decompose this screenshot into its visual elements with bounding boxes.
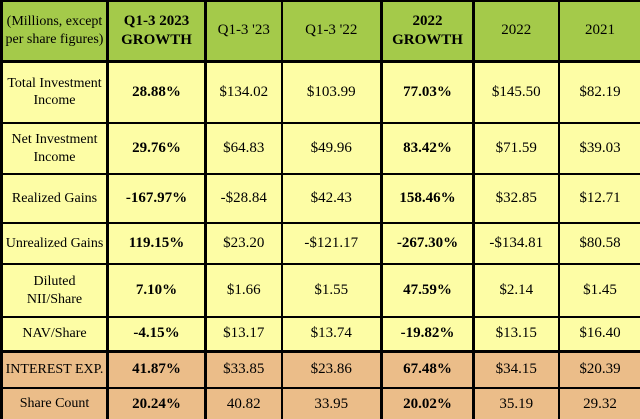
- value-cell: $34.15: [472, 349, 560, 389]
- table-row: Net Investment Income 29.76% $64.83 $49.96 8…: [0, 122, 640, 175]
- value-cell: $71.59: [472, 122, 560, 175]
- value-cell: -167.97%: [106, 173, 207, 224]
- table-body: Total Investment Income 28.88% $134.02 $103…: [0, 60, 640, 419]
- value-cell: -267.30%: [380, 222, 475, 265]
- column-header: 2021: [557, 0, 640, 63]
- value-cell: $1.66: [204, 263, 283, 318]
- table-row: NAV/Share -4.15% $13.17 $13.74 -19.82% $13.15…: [0, 316, 640, 352]
- value-cell: 83.42%: [380, 122, 475, 175]
- value-cell: $145.50: [472, 60, 560, 124]
- row-label: INTEREST EXP.: [0, 349, 109, 389]
- table-header: (Millions, except per share figures) Q1-…: [0, 0, 640, 63]
- row-label: Net Investment Income: [0, 122, 109, 175]
- column-header: Q1-3 2023 GROWTH: [106, 0, 207, 63]
- value-cell: 77.03%: [380, 60, 475, 124]
- table-row: Realized Gains -167.97% -$28.84 $42.43 158.4…: [0, 173, 640, 224]
- table-row: Diluted NII/Share 7.10% $1.66 $1.55 47.59% $2…: [0, 263, 640, 318]
- column-header: 2022 GROWTH: [380, 0, 475, 63]
- column-header: Q1-3 '22: [280, 0, 383, 63]
- table-row: Unrealized Gains 119.15% $23.20 -$121.17 -26…: [0, 222, 640, 265]
- value-cell: -19.82%: [380, 316, 475, 352]
- value-cell: 28.88%: [106, 60, 207, 124]
- value-cell: -$134.81: [472, 222, 560, 265]
- value-cell: $39.03: [557, 122, 640, 175]
- value-cell: $103.99: [280, 60, 383, 124]
- value-cell: 20.24%: [106, 387, 207, 419]
- value-cell: $2.14: [472, 263, 560, 318]
- value-cell: 40.82: [204, 387, 283, 419]
- value-cell: $20.39: [557, 349, 640, 389]
- value-cell: $13.74: [280, 316, 383, 352]
- value-cell: $1.55: [280, 263, 383, 318]
- table-row: Total Investment Income 28.88% $134.02 $103…: [0, 60, 640, 124]
- value-cell: $13.17: [204, 316, 283, 352]
- value-cell: $32.85: [472, 173, 560, 224]
- value-cell: $42.43: [280, 173, 383, 224]
- value-cell: $23.86: [280, 349, 383, 389]
- row-label: Realized Gains: [0, 173, 109, 224]
- value-cell: $82.19: [557, 60, 640, 124]
- value-cell: $33.85: [204, 349, 283, 389]
- table-row: Share Count 20.24% 40.82 33.95 20.02% 35.19 29…: [0, 387, 640, 419]
- row-label: Total Investment Income: [0, 60, 109, 124]
- value-cell: $13.15: [472, 316, 560, 352]
- value-cell: 33.95: [280, 387, 383, 419]
- value-cell: $49.96: [280, 122, 383, 175]
- corner-header-cell: (Millions, except per share figures): [0, 0, 109, 63]
- value-cell: 20.02%: [380, 387, 475, 419]
- value-cell: -$121.17: [280, 222, 383, 265]
- value-cell: $64.83: [204, 122, 283, 175]
- header-row: (Millions, except per share figures) Q1-…: [0, 0, 640, 63]
- value-cell: 119.15%: [106, 222, 207, 265]
- value-cell: $80.58: [557, 222, 640, 265]
- value-cell: -4.15%: [106, 316, 207, 352]
- value-cell: 67.48%: [380, 349, 475, 389]
- value-cell: 29.76%: [106, 122, 207, 175]
- value-cell: 158.46%: [380, 173, 475, 224]
- value-cell: $134.02: [204, 60, 283, 124]
- value-cell: 7.10%: [106, 263, 207, 318]
- row-label: Unrealized Gains: [0, 222, 109, 265]
- column-header: Q1-3 '23: [204, 0, 283, 63]
- row-label: Share Count: [0, 387, 109, 419]
- value-cell: 29.32: [557, 387, 640, 419]
- row-label: NAV/Share: [0, 316, 109, 352]
- table-row: INTEREST EXP. 41.87% $33.85 $23.86 67.48% $34…: [0, 349, 640, 389]
- value-cell: 47.59%: [380, 263, 475, 318]
- row-label: Diluted NII/Share: [0, 263, 109, 318]
- value-cell: $16.40: [557, 316, 640, 352]
- value-cell: $12.71: [557, 173, 640, 224]
- column-header: 2022: [472, 0, 560, 63]
- value-cell: 41.87%: [106, 349, 207, 389]
- value-cell: $23.20: [204, 222, 283, 265]
- value-cell: $1.45: [557, 263, 640, 318]
- value-cell: 35.19: [472, 387, 560, 419]
- value-cell: -$28.84: [204, 173, 283, 224]
